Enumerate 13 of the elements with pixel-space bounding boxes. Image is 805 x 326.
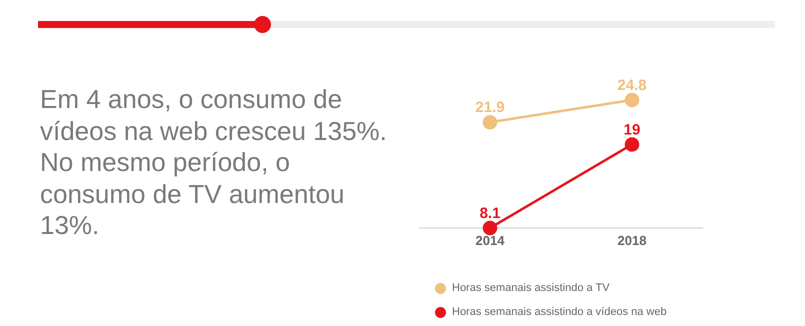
point (624, 92, 640, 108)
data-label: 8.1 (480, 205, 500, 222)
data-label: 19 (624, 121, 640, 138)
x-tick-label: 2014 (476, 233, 506, 248)
legend-label: Horas semanais assistindo a vídeos na web (452, 306, 667, 318)
data-label: 21.9 (475, 99, 505, 116)
x-tick-label: 2018 (618, 233, 646, 248)
text: Em 4 anos, o consumo de vídeos na web cresceu 135%. No mesmo período, o consumo de TV aumentou 13%. (40, 84, 388, 242)
data-label: 24.8 (617, 77, 647, 94)
point (482, 220, 498, 236)
point (482, 114, 498, 130)
legend-label: Horas semanais assistindo a TV (452, 282, 610, 294)
point (624, 137, 640, 152)
